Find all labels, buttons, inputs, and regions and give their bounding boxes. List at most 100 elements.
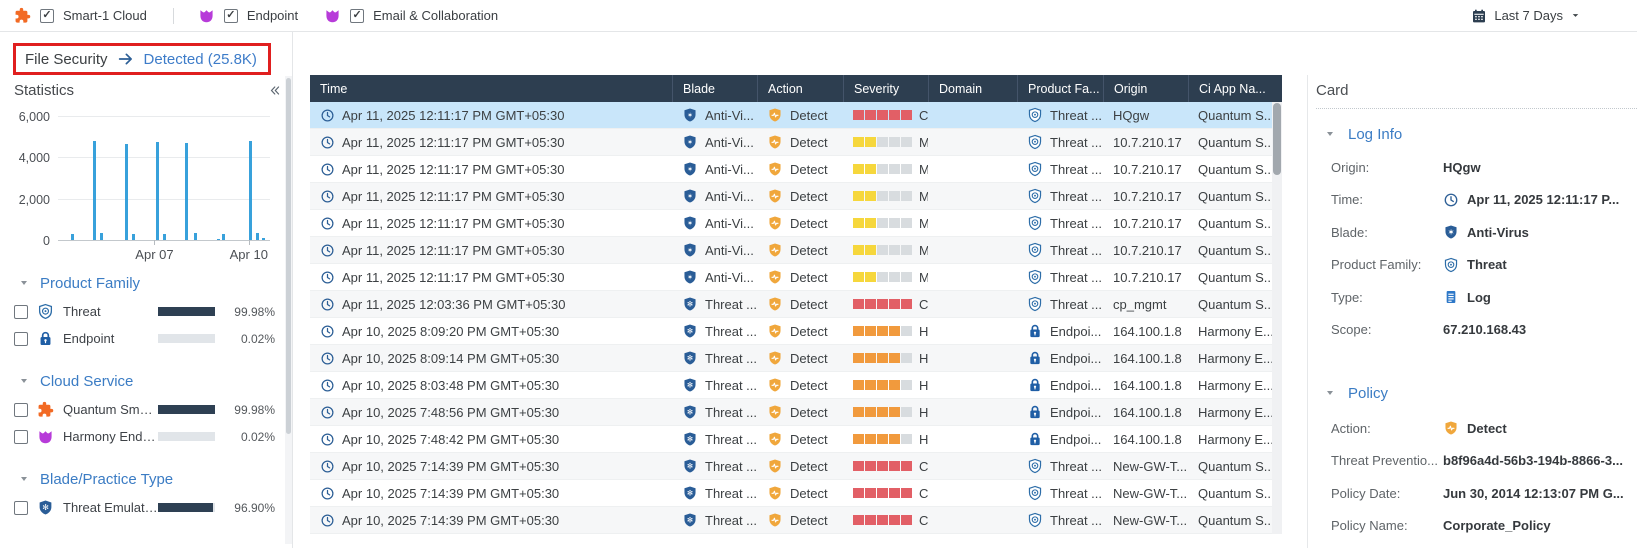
chart-bar [100, 232, 104, 240]
action-cell: Detect [757, 291, 843, 317]
filter-item[interactable]: Harmony Endpoint 0.02% [0, 423, 285, 450]
card-section-title[interactable]: Policy [1348, 384, 1389, 402]
lock-icon [37, 330, 54, 347]
svg-text:✶: ✶ [687, 246, 693, 254]
table-row[interactable]: Apr 10, 2025 7:48:56 PM GMT+05:30 ✻ Threat… [310, 399, 1282, 426]
severity-bar [853, 299, 912, 309]
table-row[interactable]: Apr 10, 2025 8:09:14 PM GMT+05:30 ✻ Threat… [310, 345, 1282, 372]
column-header-blade[interactable]: Blade [672, 75, 757, 102]
time-text: Apr 11, 2025 12:11:17 PM GMT+05:30 [342, 188, 565, 204]
card-field: Scope: 67.210.168.43 [1316, 314, 1637, 347]
domain-cell [928, 372, 1017, 398]
filter-item[interactable]: Threat 99.98% [0, 298, 285, 325]
table-row[interactable]: Apr 11, 2025 12:11:17 PM GMT+05:30 ✶ Anti-… [310, 264, 1282, 291]
chevron-down-icon[interactable] [18, 375, 30, 387]
sidebar-scrollbar[interactable] [285, 76, 292, 544]
filter-checkbox[interactable] [14, 500, 28, 515]
sidebar-scrollbar-thumb[interactable] [286, 78, 291, 434]
severity-bar [853, 218, 912, 228]
chevron-down-icon[interactable] [1324, 387, 1336, 399]
table-row[interactable]: Apr 11, 2025 12:11:17 PM GMT+05:30 ✶ Anti-… [310, 156, 1282, 183]
chevron-down-icon[interactable] [1324, 128, 1336, 140]
column-header-time[interactable]: Time [320, 81, 348, 96]
column-header-product-fa[interactable]: Product Fa... [1017, 75, 1103, 102]
column-header-action[interactable]: Action [757, 75, 843, 102]
column-header-domain[interactable]: Domain [928, 75, 1017, 102]
severity-cell: M... [843, 129, 928, 155]
log-table: Time Blade Action Severity Domain Product Fa.… [310, 75, 1282, 534]
chart-bar [162, 233, 166, 240]
service-checkbox[interactable]: ✓ [350, 8, 365, 23]
product-family-cell: Threat ... [1017, 453, 1103, 479]
time-cell: Apr 11, 2025 12:03:36 PM GMT+05:30 [310, 291, 672, 317]
collapse-panel-icon[interactable] [268, 84, 281, 97]
filter-checkbox[interactable] [14, 402, 28, 417]
chevron-down-icon[interactable] [18, 277, 30, 289]
table-row[interactable]: Apr 10, 2025 7:14:39 PM GMT+05:30 ✻ Threat… [310, 507, 1282, 534]
service-checkbox[interactable]: ✓ [40, 8, 54, 23]
table-row[interactable]: Apr 10, 2025 8:09:20 PM GMT+05:30 ✻ Threat… [310, 318, 1282, 345]
filter-checkbox[interactable] [14, 429, 28, 444]
severity-cell: Cr... [843, 507, 928, 533]
breadcrumb-target[interactable]: Detected (25.8K) [143, 50, 257, 68]
tulip-icon [37, 428, 54, 445]
table-row[interactable]: Apr 11, 2025 12:11:17 PM GMT+05:30 ✶ Anti-… [310, 129, 1282, 156]
filter-item[interactable]: ✻ Threat Emulation 96.90% [0, 494, 285, 521]
card-field-value: b8f96a4d-56b3-194b-8866-3... [1443, 453, 1623, 468]
clock-icon [320, 135, 335, 150]
threat-shield-icon [1027, 215, 1043, 231]
domain-cell [928, 345, 1017, 371]
time-range-selector[interactable]: Last 7 Days [1471, 8, 1581, 24]
column-header-severity[interactable]: Severity [843, 75, 928, 102]
table-row[interactable]: Apr 10, 2025 7:14:39 PM GMT+05:30 ✻ Threat… [310, 453, 1282, 480]
ci-app-cell: Quantum S... [1188, 156, 1272, 182]
table-row[interactable]: Apr 10, 2025 7:14:39 PM GMT+05:30 ✻ Threat… [310, 480, 1282, 507]
severity-cell: M... [843, 156, 928, 182]
table-row[interactable]: Apr 11, 2025 12:11:17 PM GMT+05:30 ✶ Anti-… [310, 237, 1282, 264]
filter-item[interactable]: Endpoint 0.02% [0, 325, 285, 352]
card-field-label: Origin: [1331, 159, 1370, 175]
origin-text: New-GW-T... [1113, 458, 1188, 474]
time-range-label: Last 7 Days [1494, 8, 1563, 23]
table-row[interactable]: Apr 10, 2025 8:03:48 PM GMT+05:30 ✻ Threat… [310, 372, 1282, 399]
origin-cell: 10.7.210.17 [1103, 129, 1188, 155]
clock-icon [320, 486, 335, 501]
filter-checkbox[interactable] [14, 304, 28, 319]
table-row[interactable]: Apr 11, 2025 12:11:17 PM GMT+05:30 ✶ Anti-… [310, 102, 1282, 129]
column-header-origin[interactable]: Origin [1103, 75, 1188, 102]
time-text: Apr 11, 2025 12:03:36 PM GMT+05:30 [342, 296, 566, 312]
chevron-down-icon[interactable] [18, 473, 30, 485]
severity-cell: M... [843, 183, 928, 209]
time-text: Apr 10, 2025 8:09:14 PM GMT+05:30 [342, 350, 560, 366]
filter-checkbox[interactable] [14, 331, 28, 346]
table-row[interactable]: Apr 10, 2025 7:48:42 PM GMT+05:30 ✻ Threat… [310, 426, 1282, 453]
severity-text: Hi... [919, 431, 928, 447]
origin-text: 164.100.1.8 [1113, 323, 1182, 339]
filter-item[interactable]: Quantum Smart-1 ... 99.98% [0, 396, 285, 423]
card-section-title[interactable]: Log Info [1348, 125, 1403, 143]
calendar-icon [1471, 8, 1487, 24]
table-scrollbar-thumb[interactable] [1273, 103, 1281, 175]
origin-cell: 164.100.1.8 [1103, 318, 1188, 344]
product-family-cell: Endpoi... [1017, 345, 1103, 371]
card-field-label: Action: [1331, 420, 1371, 436]
filter-section-title[interactable]: Cloud Service [40, 372, 134, 390]
filter-section-title[interactable]: Product Family [40, 274, 141, 292]
table-row[interactable]: Apr 11, 2025 12:11:17 PM GMT+05:30 ✶ Anti-… [310, 183, 1282, 210]
detect-shield-icon [767, 485, 783, 501]
ci-app-text: Harmony E... [1198, 431, 1272, 447]
filter-section-title[interactable]: Blade/Practice Type [40, 470, 174, 488]
severity-cell: Hi... [843, 345, 928, 371]
column-header-ci-app-na[interactable]: Ci App Na... [1188, 75, 1272, 102]
table-scrollbar[interactable] [1272, 102, 1282, 534]
card-field-value-text: b8f96a4d-56b3-194b-8866-3... [1443, 453, 1623, 469]
service-checkbox[interactable]: ✓ [223, 8, 238, 23]
table-row[interactable]: Apr 11, 2025 12:11:17 PM GMT+05:30 ✶ Anti-… [310, 210, 1282, 237]
clock-icon [320, 243, 335, 258]
threat-emulation-shield-icon: ✻ [682, 431, 698, 447]
action-cell: Detect [757, 453, 843, 479]
detect-shield-icon [767, 188, 783, 204]
chart-bar [92, 140, 96, 240]
filter-item-label: Threat Emulation [63, 500, 158, 515]
table-row[interactable]: Apr 11, 2025 12:03:36 PM GMT+05:30 ✻ Threa… [310, 291, 1282, 318]
